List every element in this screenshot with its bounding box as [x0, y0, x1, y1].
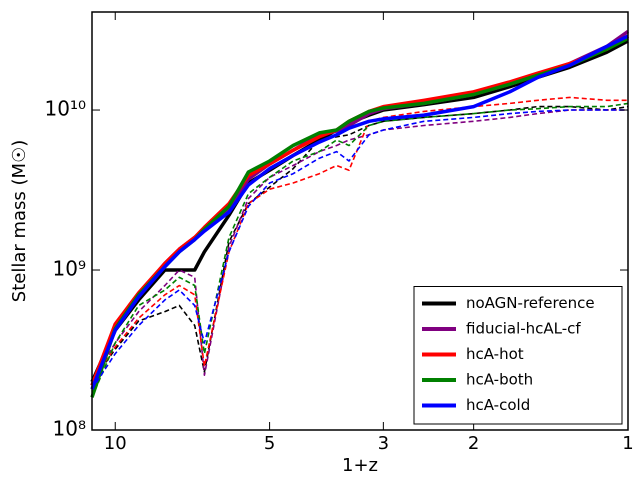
x-tick-label: 10 — [104, 433, 127, 454]
series-line — [90, 39, 629, 383]
series-line-dashed — [91, 109, 628, 383]
series-line — [90, 34, 629, 387]
legend-label: hcA-cold — [466, 396, 530, 414]
x-tick-label: 3 — [378, 433, 389, 454]
x-tick-label: 1 — [622, 433, 633, 454]
x-axis-label: 1+z — [342, 455, 378, 476]
y-tick-label: 10¹⁰ — [45, 97, 86, 121]
series-line-dashed — [91, 102, 629, 398]
y-tick-label: 10⁸ — [53, 417, 86, 441]
x-tick-label: 5 — [264, 433, 275, 454]
series-line — [90, 34, 629, 390]
x-tick-label: 2 — [468, 433, 479, 454]
y-axis-label: Stellar mass (M☉) — [9, 140, 30, 302]
legend-label: hcA-hot — [466, 345, 524, 363]
legend-label: hcA-both — [466, 371, 533, 389]
legend-label: noAGN-reference — [466, 294, 595, 312]
y-tick-label: 10⁹ — [53, 257, 86, 281]
legend-label: fiducial-hcAL-cf — [466, 320, 581, 338]
series-line-dashed — [91, 96, 628, 383]
plot-frame — [91, 11, 629, 431]
series-line-dashed — [91, 109, 628, 390]
